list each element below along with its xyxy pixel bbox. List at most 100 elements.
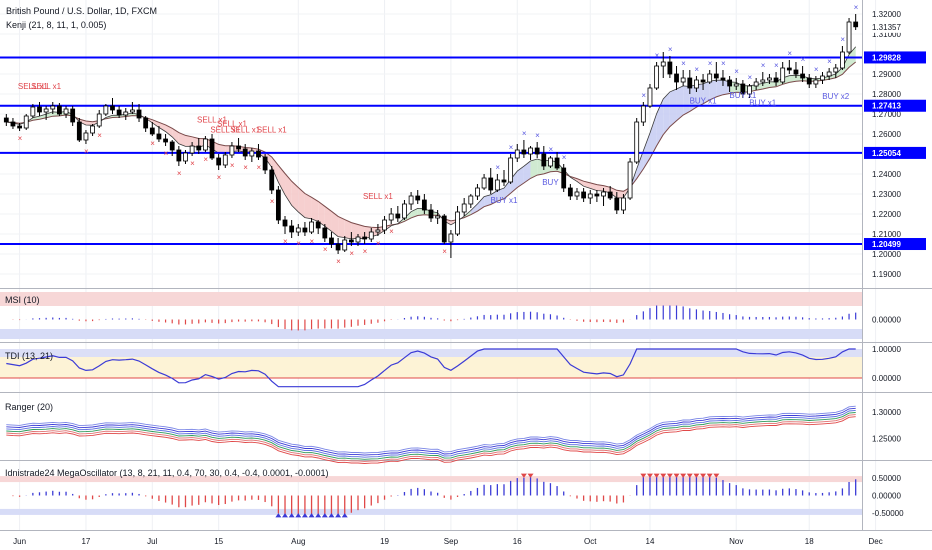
candle-body[interactable] <box>853 21 859 28</box>
candle-body[interactable] <box>70 108 76 123</box>
candle-body[interactable] <box>209 138 215 159</box>
candle-body[interactable] <box>773 77 779 83</box>
candle-body[interactable] <box>554 157 560 169</box>
candle-body[interactable] <box>295 227 301 233</box>
candle-body[interactable] <box>767 77 772 81</box>
candle-body[interactable] <box>707 73 713 83</box>
candle-body[interactable] <box>143 117 149 129</box>
candle-body[interactable] <box>176 149 182 162</box>
candle-body[interactable] <box>740 83 746 95</box>
candle-body[interactable] <box>468 195 474 205</box>
candle-body[interactable] <box>402 203 407 219</box>
candle-body[interactable] <box>455 211 460 235</box>
candle-body[interactable] <box>634 121 640 163</box>
candle-body[interactable] <box>654 65 660 89</box>
candle-body[interactable] <box>136 109 142 119</box>
candle-body[interactable] <box>833 67 839 73</box>
candle-body[interactable] <box>57 105 62 115</box>
candle-body[interactable] <box>813 79 819 85</box>
candle-body[interactable] <box>43 108 49 113</box>
candle-body[interactable] <box>733 83 739 87</box>
candle-body[interactable] <box>368 231 374 240</box>
candle-body[interactable] <box>786 67 792 71</box>
candle-body[interactable] <box>375 229 381 233</box>
candle-body[interactable] <box>275 189 281 221</box>
candle-body[interactable] <box>428 209 434 219</box>
candle-body[interactable] <box>395 213 401 219</box>
candle-body[interactable] <box>342 239 348 251</box>
candle-body[interactable] <box>760 79 766 83</box>
candle-body[interactable] <box>149 127 155 135</box>
candle-body[interactable] <box>627 161 633 199</box>
candle-body[interactable] <box>567 187 573 197</box>
candle-body[interactable] <box>475 187 480 197</box>
candle-body[interactable] <box>508 157 514 183</box>
candle-body[interactable] <box>222 154 228 166</box>
candle-body[interactable] <box>780 67 786 83</box>
candle-body[interactable] <box>163 138 168 143</box>
tdi-pane[interactable] <box>0 348 862 388</box>
candle-body[interactable] <box>541 153 547 167</box>
candle-body[interactable] <box>481 177 487 189</box>
candle-body[interactable] <box>282 219 288 227</box>
candle-body[interactable] <box>116 109 122 116</box>
candle-body[interactable] <box>607 191 613 199</box>
candle-body[interactable] <box>753 81 759 87</box>
candle-body[interactable] <box>846 21 852 53</box>
candle-body[interactable] <box>183 152 188 162</box>
candle-body[interactable] <box>601 191 606 197</box>
candle-body[interactable] <box>441 215 447 243</box>
candle-body[interactable] <box>256 150 261 158</box>
candle-body[interactable] <box>130 109 135 113</box>
candle-body[interactable] <box>23 115 29 129</box>
candle-body[interactable] <box>640 105 646 123</box>
candle-body[interactable] <box>727 79 732 87</box>
candle-body[interactable] <box>448 233 454 243</box>
candle-body[interactable] <box>415 195 421 201</box>
candle-body[interactable] <box>189 145 195 154</box>
candle-body[interactable] <box>408 195 414 205</box>
candle-body[interactable] <box>382 219 387 231</box>
candle-body[interactable] <box>528 147 533 155</box>
candle-body[interactable] <box>110 105 115 111</box>
candle-body[interactable] <box>156 133 162 140</box>
candle-body[interactable] <box>249 150 255 157</box>
candle-body[interactable] <box>674 73 679 83</box>
candle-body[interactable] <box>229 145 235 156</box>
candle-body[interactable] <box>262 156 268 171</box>
candle-body[interactable] <box>90 125 95 134</box>
candle-body[interactable] <box>216 157 222 166</box>
candle-body[interactable] <box>309 221 314 233</box>
candle-body[interactable] <box>202 138 208 151</box>
candle-body[interactable] <box>680 77 686 83</box>
candle-body[interactable] <box>720 77 726 81</box>
candle-body[interactable] <box>17 125 22 129</box>
candle-body[interactable] <box>329 237 334 245</box>
candle-body[interactable] <box>302 227 308 233</box>
candle-body[interactable] <box>242 148 248 157</box>
candle-body[interactable] <box>747 85 752 95</box>
candle-body[interactable] <box>461 203 467 213</box>
candle-body[interactable] <box>348 239 354 243</box>
candle-body[interactable] <box>687 77 693 89</box>
candle-body[interactable] <box>548 157 553 167</box>
candle-body[interactable] <box>50 105 56 110</box>
price-axis[interactable]: 1.32000 1.31000 1.29000 1.28000 1.27000 1.260… <box>864 10 926 518</box>
candle-body[interactable] <box>700 79 706 83</box>
candle-body[interactable] <box>621 197 626 211</box>
candle-body[interactable] <box>355 236 361 243</box>
candle-body[interactable] <box>660 61 666 67</box>
candle-body[interactable] <box>826 71 832 77</box>
candle-body[interactable] <box>83 132 89 141</box>
candle-body[interactable] <box>388 213 394 221</box>
candle-body[interactable] <box>594 193 600 197</box>
candle-body[interactable] <box>581 191 587 199</box>
candle-body[interactable] <box>501 179 507 183</box>
msi-pane[interactable] <box>0 292 862 339</box>
candle-body[interactable] <box>793 69 799 75</box>
candle-body[interactable] <box>269 169 275 191</box>
candle-body[interactable] <box>30 106 36 117</box>
candle-body[interactable] <box>315 221 321 229</box>
ranger-pane[interactable] <box>6 405 856 464</box>
